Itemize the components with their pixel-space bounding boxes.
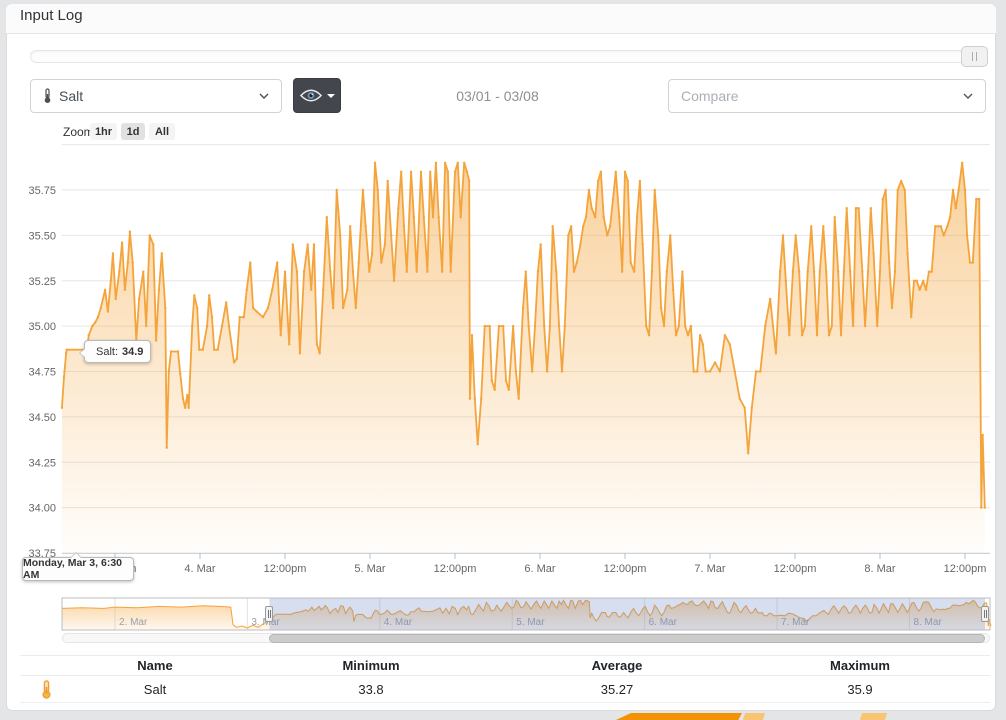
grip-icon <box>972 52 977 61</box>
date-range-label: 03/01 - 03/08 <box>456 88 539 104</box>
tooltip-series-label: Salt: <box>96 345 119 358</box>
cell-average: 35.27 <box>600 681 634 697</box>
cell-minimum: 33.8 <box>358 681 384 697</box>
page-title: Input Log <box>20 7 83 24</box>
table-header-row: Name Minimum Average Maximum <box>20 655 990 676</box>
cell-name: Salt <box>143 681 167 697</box>
grip-icon <box>267 610 271 618</box>
bottom-partial-graphic-light-2 <box>859 713 888 720</box>
timeline-slider-handle[interactable] <box>961 46 988 67</box>
timeline-slider[interactable] <box>30 50 988 63</box>
summary-table: Name Minimum Average Maximum Salt 33.8 3… <box>20 655 990 703</box>
thermometer-icon <box>44 88 51 103</box>
header-name: Name <box>137 658 173 673</box>
bottom-partial-graphic-dark <box>616 713 742 720</box>
header-average: Average <box>591 658 643 673</box>
date-tooltip-text: Monday, Mar 3, 6:30 AM <box>23 557 123 581</box>
table-row: Salt 33.8 35.27 35.9 <box>20 676 990 703</box>
header-minimum: Minimum <box>342 658 400 673</box>
chevron-down-icon <box>963 93 973 99</box>
cell-maximum: 35.9 <box>847 681 873 697</box>
tooltip-arrow <box>70 552 82 558</box>
navigator-handle-left[interactable] <box>265 606 274 622</box>
scrollbar-thumb[interactable] <box>269 634 986 643</box>
zoom-1hr-button[interactable]: 1hr <box>90 123 117 140</box>
card-header <box>6 4 996 34</box>
navigator-handle-right[interactable] <box>981 606 990 622</box>
chevron-down-icon <box>259 93 269 99</box>
compare-placeholder: Compare <box>681 88 739 104</box>
zoom-label: Zoom <box>63 125 94 139</box>
tooltip-value: 34.9 <box>122 345 144 358</box>
bottom-partial-graphic-light-1 <box>742 713 766 720</box>
grip-icon <box>983 610 987 618</box>
eye-icon <box>299 89 322 102</box>
series-select-value: Salt <box>59 88 84 104</box>
zoom-1d-button[interactable]: 1d <box>121 123 145 140</box>
tooltip-arrow <box>79 348 85 358</box>
header-maximum: Maximum <box>830 658 890 673</box>
thermometer-icon <box>41 679 51 699</box>
zoom-all-button[interactable]: All <box>149 123 175 140</box>
compare-select[interactable]: Compare <box>668 79 986 113</box>
point-tooltip: Salt: 34.9 <box>79 340 151 363</box>
chart-plot-area[interactable] <box>62 144 990 554</box>
caret-down-icon <box>326 93 335 98</box>
visibility-menu-button[interactable] <box>293 78 341 113</box>
date-tooltip: Monday, Mar 3, 6:30 AM <box>22 552 134 581</box>
series-select[interactable]: Salt <box>30 79 282 113</box>
